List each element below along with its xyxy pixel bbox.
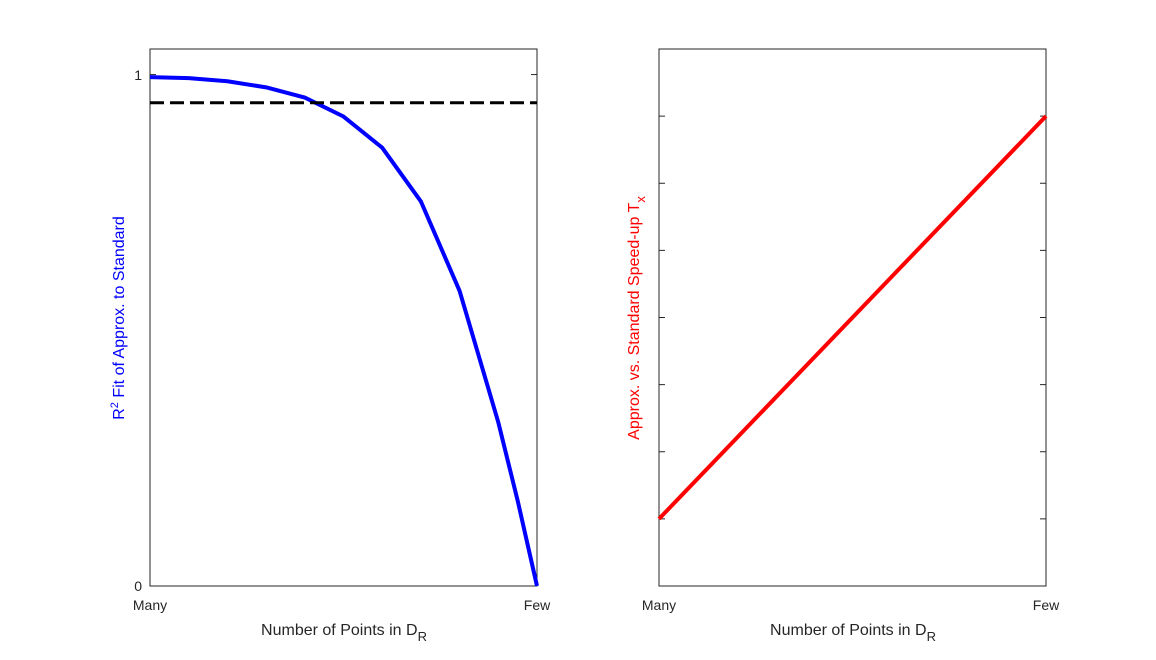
left-x-axis-title: Number of Points in DR xyxy=(261,622,427,644)
left-y-tick-label-0: 0 xyxy=(134,578,142,594)
left-series-line-0 xyxy=(149,75,539,587)
left-y-tick-label-1: 1 xyxy=(134,67,142,83)
left-y-axis-title-sup: 2 xyxy=(109,402,121,408)
left-x-axis-title-main: Number of Points in D xyxy=(261,622,418,639)
left-x-tick-label-few: Few xyxy=(524,597,551,613)
right-plot: Many Few Number of Points in DR Approx. … xyxy=(626,48,1060,644)
left-x-tick-label-many: Many xyxy=(133,597,167,613)
left-plot: Many Few 0 1 Number of Points in DR R2 F… xyxy=(109,48,551,644)
left-x-axis-title-sub: R xyxy=(418,629,427,644)
right-y-axis-title-main: Approx. vs. Standard Speed-up T xyxy=(626,202,643,439)
left-y-axis-title-pre: R xyxy=(111,408,128,420)
left-y-axis-title-post: Fit of Approx. to Standard xyxy=(111,216,128,402)
right-series xyxy=(657,114,1048,521)
right-x-tick-label-few: Few xyxy=(1033,597,1060,613)
left-series xyxy=(149,75,539,587)
left-y-axis-title: R2 Fit of Approx. to Standard xyxy=(109,216,128,420)
right-x-axis-title: Number of Points in DR xyxy=(770,622,936,644)
right-x-axis-title-sub: R xyxy=(927,629,936,644)
right-x-axis-title-main: Number of Points in D xyxy=(770,622,927,639)
right-y-axis-title-sub: x xyxy=(633,196,648,203)
right-series-line-0 xyxy=(657,114,1048,521)
right-y-axis-title: Approx. vs. Standard Speed-up Tx xyxy=(626,196,648,440)
left-plot-axes-box xyxy=(149,48,538,587)
right-x-tick-label-many: Many xyxy=(642,597,676,613)
